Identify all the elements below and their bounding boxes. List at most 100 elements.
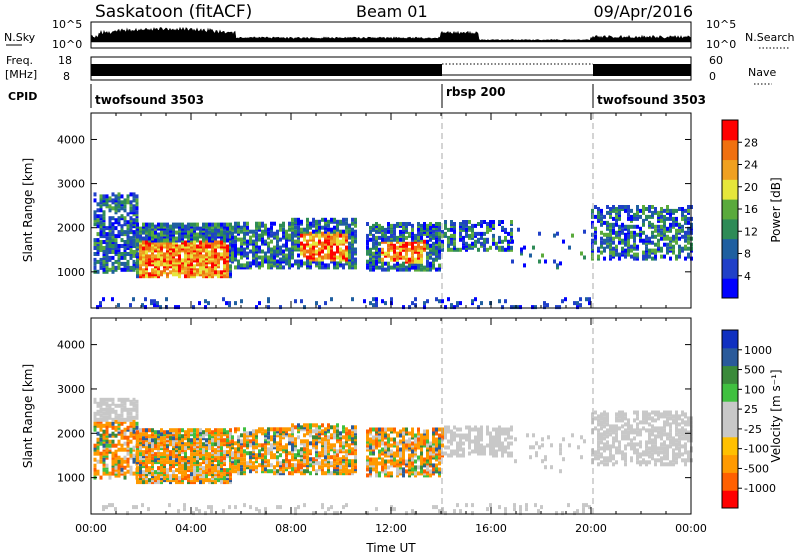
power-cell: [381, 258, 384, 262]
velocity-cell: [249, 443, 252, 447]
power-cell: [372, 242, 375, 246]
velocity-cell: [136, 404, 139, 408]
velocity-cell: [234, 453, 237, 457]
velocity-cell: [450, 430, 453, 434]
velocity-cell: [115, 444, 118, 448]
velocity-cell: [456, 428, 459, 432]
power-cell: [532, 246, 535, 250]
power-cell: [546, 303, 549, 307]
power-colorbar-swatch: [722, 179, 738, 199]
velocity-cell: [267, 427, 270, 431]
velocity-cell: [100, 408, 103, 412]
power-cell: [199, 258, 202, 262]
power-cell: [423, 240, 426, 244]
velocity-cell: [223, 468, 226, 472]
velocity-cell: [178, 428, 181, 432]
power-cell: [387, 230, 390, 234]
velocity-cell: [444, 432, 447, 436]
velocity-cell: [196, 428, 199, 432]
power-cell: [678, 207, 681, 211]
velocity-cell: [402, 428, 405, 432]
velocity-cell: [327, 441, 330, 445]
velocity-cell: [369, 469, 372, 473]
power-cell: [97, 218, 100, 222]
velocity-cell: [405, 469, 408, 473]
velocity-cell: [417, 446, 420, 450]
power-cell: [306, 256, 309, 260]
power-cell: [666, 205, 669, 209]
velocity-cell: [252, 441, 255, 445]
power-cell: [169, 225, 172, 229]
power-cell: [139, 252, 142, 256]
velocity-cell: [414, 434, 417, 438]
velocity-cell: [402, 467, 405, 471]
velocity-cell: [492, 428, 495, 432]
power-cell: [336, 256, 339, 260]
power-cell: [100, 244, 103, 248]
power-cell: [660, 215, 663, 219]
velocity-cell: [387, 460, 390, 464]
power-cell: [103, 210, 106, 214]
velocity-cell: [237, 427, 240, 431]
power-cell: [109, 240, 112, 244]
velocity-cell: [163, 436, 166, 440]
power-cell: [145, 241, 148, 245]
velocity-cell: [121, 404, 124, 408]
noise-tick-lo-right: 10^0: [706, 38, 736, 51]
velocity-cell: [333, 429, 336, 433]
power-cell: [480, 232, 483, 236]
power-colorbar-swatch: [722, 199, 738, 219]
velocity-cell: [261, 453, 264, 457]
date-title: 09/Apr/2016: [593, 2, 693, 21]
power-cell: [411, 232, 414, 236]
velocity-cell: [315, 453, 318, 457]
velocity-cell: [480, 444, 483, 448]
power-cell: [154, 262, 157, 266]
velocity-cell: [258, 463, 261, 467]
power-cell: [220, 270, 223, 274]
power-cell: [687, 253, 690, 257]
velocity-cell: [130, 448, 133, 452]
velocity-cell: [100, 476, 103, 480]
velocity-cell: [94, 398, 97, 402]
power-cell: [94, 238, 97, 242]
power-cell: [184, 225, 187, 229]
power-cell: [165, 297, 168, 301]
velocity-cell: [489, 440, 492, 444]
velocity-cell: [333, 463, 336, 467]
velocity-cell: [306, 447, 309, 451]
velocity-cell: [580, 435, 583, 439]
power-cell: [100, 262, 103, 266]
power-cell: [615, 215, 618, 219]
velocity-cell: [414, 465, 417, 469]
velocity-cell: [240, 453, 243, 457]
power-cell: [687, 231, 690, 235]
velocity-cell: [202, 466, 205, 470]
velocity-cell: [130, 416, 133, 420]
velocity-cell: [492, 436, 495, 440]
velocity-cell: [315, 435, 318, 439]
velocity-cell: [429, 473, 432, 477]
power-cell: [624, 209, 627, 213]
power-cell: [172, 268, 175, 272]
power-cell: [621, 223, 624, 227]
velocity-cell: [211, 466, 214, 470]
power-cell: [627, 241, 630, 245]
velocity-cell: [124, 448, 127, 452]
velocity-cell: [166, 454, 169, 458]
power-cell: [375, 297, 378, 301]
power-cell: [100, 230, 103, 234]
velocity-cell: [220, 464, 223, 468]
velocity-cell: [399, 430, 402, 434]
power-cell: [426, 246, 429, 250]
velocity-cell: [315, 469, 318, 473]
power-cell: [498, 220, 501, 224]
power-cell: [372, 297, 375, 301]
power-cell: [402, 262, 405, 266]
power-cell: [486, 230, 489, 234]
velocity-cell: [240, 433, 243, 437]
velocity-cell: [199, 480, 202, 484]
power-cell: [432, 264, 435, 268]
velocity-cell: [324, 455, 327, 459]
power-cell: [100, 220, 103, 224]
